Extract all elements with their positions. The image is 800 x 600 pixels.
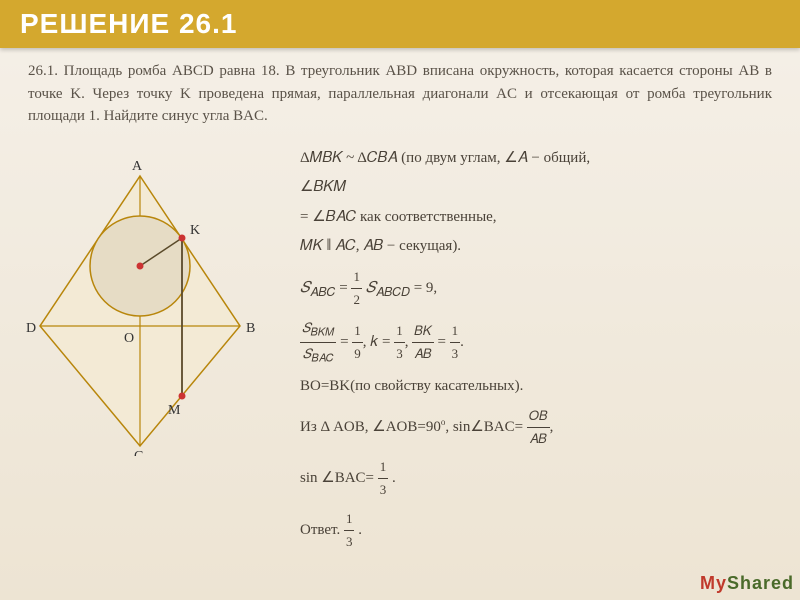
frac-1-9: 1 9 bbox=[352, 320, 363, 365]
label-k: K bbox=[190, 223, 200, 238]
label-a: A bbox=[132, 159, 143, 174]
triangle-aob-line: Из Δ AOB, ∠AOB=90o, sin∠BAC= 𝑂𝐵 𝐴𝐵 , bbox=[300, 405, 770, 450]
point-center bbox=[137, 262, 144, 269]
problem-statement: 26.1. Площадь ромба ABCD равна 18. В тре… bbox=[0, 48, 800, 136]
frac-ob-ab: 𝑂𝐵 𝐴𝐵 bbox=[527, 405, 550, 450]
label-b: B bbox=[246, 321, 255, 336]
frac-1-3b: 1 3 bbox=[450, 320, 461, 365]
watermark-my: My bbox=[700, 573, 727, 593]
similarity-line-1: Δ𝑀𝐵𝐾 ~ Δ𝐶𝐵𝐴 (по двум углам, ∠𝐴 − общий, bbox=[300, 146, 770, 172]
solution-column: Δ𝑀𝐵𝐾 ~ Δ𝐶𝐵𝐴 (по двум углам, ∠𝐴 − общий, … bbox=[280, 136, 780, 559]
frac-sbkm-sbac: 𝑆𝐵𝐾𝑀 𝑆𝐵𝐴𝐶 bbox=[300, 317, 336, 368]
similarity-line-3: = ∠𝐵𝐴𝐶 как соответственные, bbox=[300, 205, 770, 231]
sin-result-line: sin ∠BAC= 1 3 . bbox=[300, 456, 770, 501]
page-title: РЕШЕНИЕ 26.1 bbox=[20, 8, 780, 40]
similarity-line-4: 𝑀𝐾 ∥ 𝐴𝐶, 𝐴𝐵 − секущая). bbox=[300, 234, 770, 260]
title-bar: РЕШЕНИЕ 26.1 bbox=[0, 0, 800, 48]
answer-line: Ответ. 1 3 . bbox=[300, 508, 770, 553]
point-m bbox=[179, 392, 186, 399]
geometry-diagram: A B C D K M O bbox=[20, 156, 280, 456]
watermark-shared: Shared bbox=[727, 573, 794, 593]
frac-bk-ab: 𝐵𝐾 𝐴𝐵 bbox=[412, 320, 433, 365]
frac-answer: 1 3 bbox=[344, 508, 355, 553]
label-m: M bbox=[168, 403, 181, 418]
label-c: C bbox=[134, 449, 143, 456]
frac-half: 1 2 bbox=[351, 266, 362, 311]
similarity-line-2: ∠𝐵𝐾𝑀 bbox=[300, 175, 770, 201]
content-area: A B C D K M O Δ𝑀𝐵𝐾 ~ Δ𝐶𝐵𝐴 (по двум углам… bbox=[0, 136, 800, 559]
tangent-property: BO=BK(по свойству касательных). bbox=[300, 374, 770, 400]
area-abc-line: 𝑆𝐴𝐵𝐶 = 1 2 𝑆𝐴𝐵𝐶𝐷 = 9, bbox=[300, 266, 770, 311]
label-d: D bbox=[26, 321, 36, 336]
label-o: O bbox=[124, 331, 134, 346]
frac-1-3c: 1 3 bbox=[378, 456, 389, 501]
ratio-line: 𝑆𝐵𝐾𝑀 𝑆𝐵𝐴𝐶 = 1 9 , 𝑘 = 1 3 , 𝐵𝐾 𝐴𝐵 = 1 3 … bbox=[300, 317, 770, 368]
diagram-column: A B C D K M O bbox=[20, 136, 280, 559]
point-k bbox=[179, 234, 186, 241]
watermark: MyShared bbox=[700, 573, 794, 594]
frac-1-3a: 1 3 bbox=[394, 320, 405, 365]
